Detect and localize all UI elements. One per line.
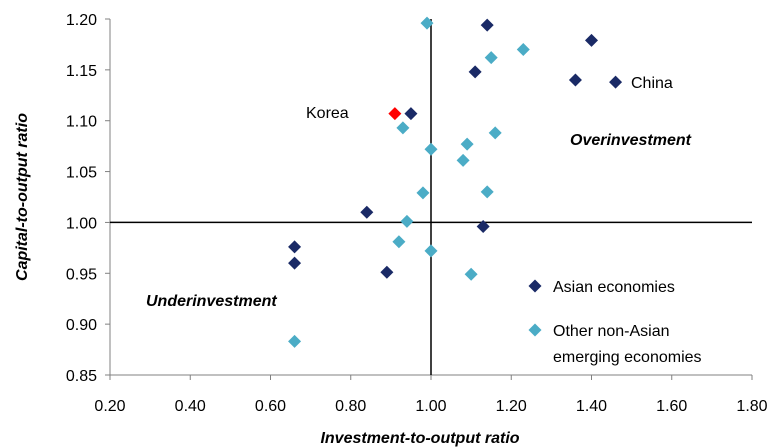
x-tick-label: 1.00 bbox=[415, 398, 446, 415]
legend-label-other-line2: emerging economies bbox=[553, 349, 702, 366]
point-other bbox=[456, 153, 470, 167]
point-other bbox=[516, 43, 530, 57]
x-tick-label: 1.80 bbox=[736, 398, 767, 415]
y-tick-label: 0.90 bbox=[66, 317, 97, 334]
legend-diamond-asian bbox=[528, 279, 542, 293]
legend-label-other-line1: Other non-Asian bbox=[553, 323, 670, 340]
point-other bbox=[400, 214, 414, 228]
point-asian bbox=[404, 107, 418, 121]
legend-label-asian: Asian economies bbox=[553, 279, 675, 296]
point-other bbox=[424, 244, 438, 258]
y-tick-label: 1.20 bbox=[66, 12, 97, 29]
point-other bbox=[396, 121, 410, 135]
y-tick-label: 0.95 bbox=[66, 266, 97, 283]
legend-marker-asian bbox=[528, 279, 542, 293]
point-other bbox=[464, 267, 478, 281]
x-tick-label: 0.80 bbox=[335, 398, 366, 415]
x-tick-labels: 0.20 0.40 0.60 0.80 1.00 1.20 1.40 1.60 1.80 bbox=[94, 375, 768, 415]
point-asian bbox=[288, 240, 302, 254]
x-tick-label: 0.20 bbox=[94, 398, 125, 415]
legend: Asian economies Other non-Asian emerging… bbox=[528, 279, 702, 366]
point-other bbox=[420, 16, 434, 30]
y-tick-labels: 0.85 0.90 0.95 1.00 1.05 1.10 1.15 1.20 bbox=[66, 12, 110, 385]
point-other bbox=[424, 142, 438, 156]
point-asian bbox=[585, 33, 598, 47]
x-tick-label: 1.40 bbox=[576, 398, 607, 415]
point-asian bbox=[468, 65, 482, 79]
point-other bbox=[288, 334, 302, 348]
data-points bbox=[288, 16, 623, 348]
legend-diamond-other bbox=[528, 323, 542, 337]
point-other bbox=[416, 186, 430, 200]
x-tick-label: 1.60 bbox=[656, 398, 687, 415]
y-tick-label: 1.05 bbox=[66, 165, 97, 182]
china-label: China bbox=[631, 75, 673, 92]
point-other bbox=[480, 185, 494, 199]
point-asian bbox=[609, 75, 623, 89]
point-asian bbox=[480, 18, 494, 32]
underinvestment-label: Underinvestment bbox=[146, 293, 277, 310]
point-other bbox=[392, 235, 406, 249]
x-tick-label: 1.20 bbox=[496, 398, 527, 415]
point-asian bbox=[568, 73, 582, 87]
x-tick-label: 0.40 bbox=[175, 398, 206, 415]
overinvestment-label: Overinvestment bbox=[570, 132, 692, 149]
x-tick-label: 0.60 bbox=[255, 398, 286, 415]
y-axis-title: Capital-to-output ratio bbox=[14, 113, 31, 281]
korea-label: Korea bbox=[306, 105, 349, 122]
point-other bbox=[484, 51, 498, 65]
x-axis-title: Investment-to-output ratio bbox=[320, 430, 519, 447]
y-tick-label: 1.00 bbox=[66, 215, 97, 232]
point-asian bbox=[380, 265, 394, 279]
y-tick-label: 1.15 bbox=[66, 63, 97, 80]
point-other bbox=[488, 126, 502, 140]
point-asian bbox=[360, 205, 374, 219]
y-tick-label: 0.85 bbox=[66, 368, 97, 385]
point-asian bbox=[476, 219, 490, 233]
legend-marker-other bbox=[528, 323, 542, 337]
y-tick-label: 1.10 bbox=[66, 114, 97, 131]
point-other bbox=[460, 137, 474, 151]
point-korea bbox=[388, 107, 402, 121]
point-asian bbox=[288, 256, 302, 270]
